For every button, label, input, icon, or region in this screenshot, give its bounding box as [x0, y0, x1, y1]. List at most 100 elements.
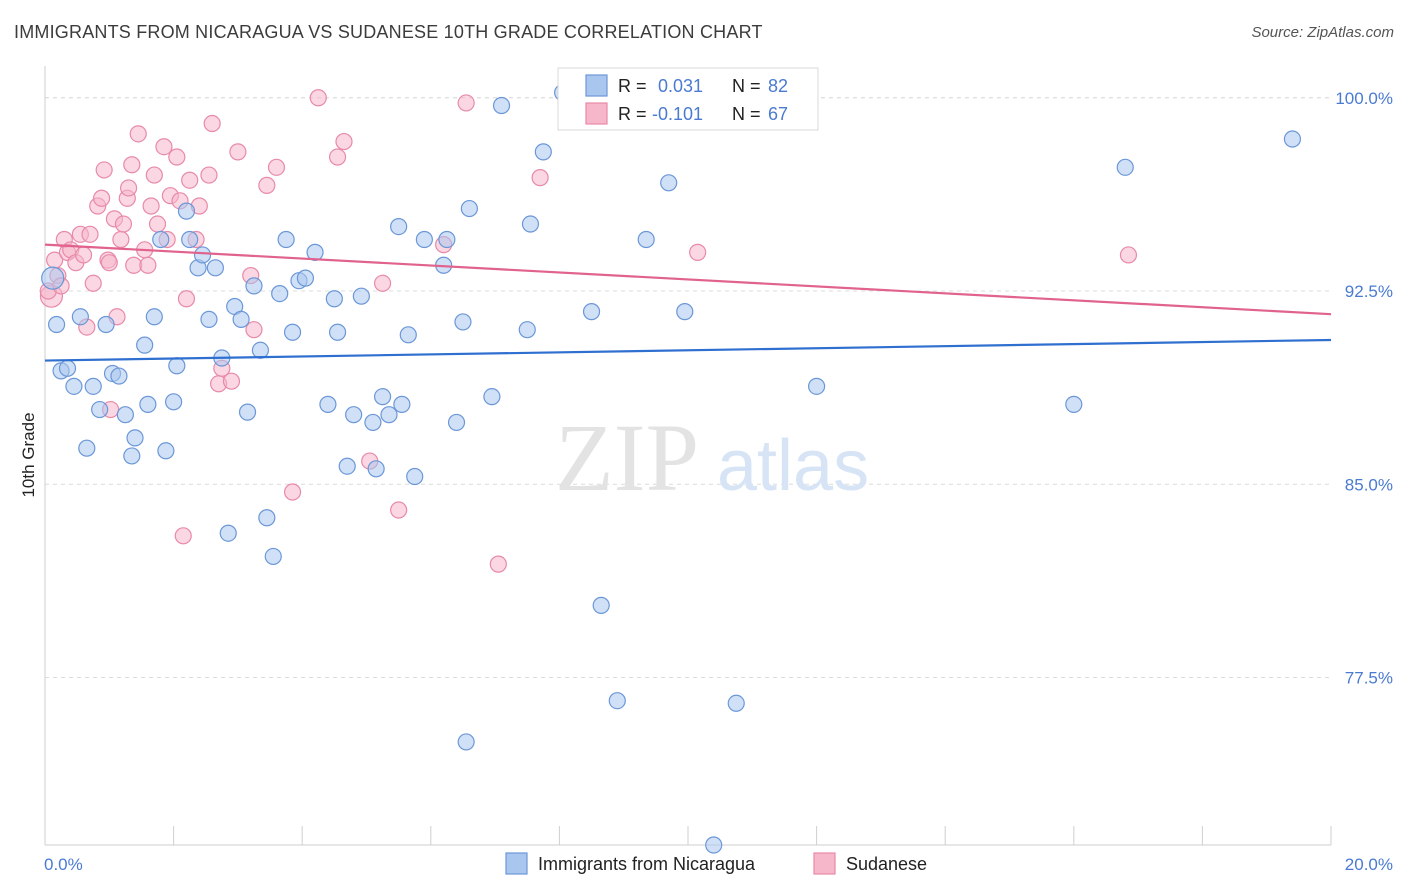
- point-sudanese-38: [181, 171, 199, 189]
- point-nicaragua-6: [78, 439, 96, 457]
- point-nicaragua-4: [65, 377, 83, 395]
- point-nicaragua-47: [345, 406, 363, 424]
- point-nicaragua-52: [380, 406, 398, 424]
- point-nicaragua-11: [110, 367, 128, 385]
- point-sudanese-46: [229, 143, 247, 161]
- point-nicaragua-7: [84, 377, 102, 395]
- point-nicaragua-18: [152, 230, 170, 249]
- chart-title: IMMIGRANTS FROM NICARAGUA VS SUDANESE 10…: [14, 22, 763, 42]
- point-nicaragua-80: [1116, 158, 1134, 176]
- bottom-legend-label-pink: Sudanese: [846, 854, 927, 874]
- legend-n-value-pink: 67: [768, 104, 788, 124]
- bottom-legend-swatch-pink: [813, 852, 836, 875]
- point-nicaragua-14: [126, 429, 144, 447]
- legend-r-value-pink: -0.101: [652, 104, 703, 124]
- point-nicaragua-65: [518, 321, 536, 339]
- point-nicaragua-5: [71, 308, 89, 326]
- point-sudanese-48: [245, 321, 263, 339]
- watermark-atlas: atlas: [717, 426, 869, 506]
- point-nicaragua-63: [483, 388, 501, 406]
- point-nicaragua-81: [1283, 130, 1302, 148]
- point-nicaragua-36: [264, 547, 282, 566]
- legend-r-value-blue: 0.031: [658, 76, 703, 96]
- point-sudanese-59: [457, 94, 475, 112]
- point-nicaragua-37: [271, 284, 289, 303]
- point-sudanese-27: [139, 256, 157, 274]
- point-sudanese-11: [84, 274, 102, 292]
- point-nicaragua-31: [232, 310, 250, 328]
- point-nicaragua-32: [238, 403, 257, 421]
- point-sudanese-34: [168, 148, 186, 166]
- point-nicaragua-13: [123, 447, 141, 465]
- point-nicaragua-45: [328, 323, 347, 341]
- point-sudanese-51: [283, 483, 302, 501]
- point-nicaragua-51: [373, 388, 392, 406]
- legend-swatch-blue: [585, 74, 608, 97]
- point-nicaragua-54: [393, 395, 411, 413]
- point-nicaragua-12: [116, 406, 134, 424]
- point-nicaragua-73: [637, 230, 655, 249]
- point-nicaragua-42: [306, 243, 324, 261]
- point-nicaragua-0: [41, 266, 65, 290]
- point-sudanese-20: [114, 215, 133, 233]
- point-nicaragua-79: [1065, 395, 1083, 413]
- legend-swatch-pink: [585, 102, 608, 125]
- point-nicaragua-44: [325, 290, 343, 308]
- point-sudanese-42: [203, 114, 221, 133]
- point-sudanese-57: [390, 501, 408, 519]
- point-nicaragua-43: [319, 395, 337, 413]
- point-sudanese-28: [142, 197, 160, 215]
- point-nicaragua-70: [592, 596, 610, 614]
- point-nicaragua-41: [296, 269, 315, 287]
- point-nicaragua-16: [139, 395, 157, 413]
- watermark-zip: ZIP: [555, 404, 699, 511]
- point-nicaragua-35: [258, 509, 276, 527]
- point-nicaragua-77: [727, 694, 745, 712]
- x-tick-labels: 0.0% 20.0%: [44, 855, 1393, 874]
- point-sudanese-41: [200, 166, 218, 184]
- point-sudanese-19: [112, 230, 130, 249]
- point-sudanese-52: [309, 89, 327, 107]
- y-tick-label-3: 100.0%: [1335, 89, 1393, 108]
- point-nicaragua-59: [438, 230, 456, 249]
- legend-r-label-pink: R =: [618, 104, 647, 124]
- point-sudanese-37: [177, 290, 196, 308]
- point-nicaragua-72: [457, 733, 475, 751]
- legend-box: R = 0.031 N = 82 R = -0.101 N = 67: [557, 67, 819, 131]
- point-sudanese-29: [145, 166, 163, 184]
- point-sudanese-60: [489, 555, 507, 573]
- point-nicaragua-39: [283, 323, 302, 341]
- legend-n-label-blue: N =: [732, 76, 761, 96]
- point-nicaragua-15: [136, 336, 154, 354]
- point-nicaragua-53: [390, 218, 408, 236]
- trend-line-nicaragua: [44, 338, 1332, 362]
- point-sudanese-66: [100, 254, 118, 272]
- point-nicaragua-56: [406, 467, 424, 486]
- point-nicaragua-34: [251, 341, 270, 359]
- point-nicaragua-1: [47, 315, 66, 334]
- point-nicaragua-49: [364, 413, 382, 432]
- point-sudanese-8: [74, 246, 93, 264]
- point-nicaragua-48: [352, 287, 370, 305]
- point-nicaragua-55: [399, 326, 417, 344]
- series-sudanese: [39, 89, 1138, 573]
- x-tick-label-1: 20.0%: [1345, 855, 1393, 874]
- point-nicaragua-21: [168, 357, 186, 375]
- point-sudanese-10: [81, 225, 99, 243]
- bottom-legend-swatch-blue: [505, 852, 528, 875]
- point-sudanese-50: [267, 158, 286, 176]
- y-tick-labels: 77.5% 85.0% 92.5% 100.0%: [1335, 89, 1393, 688]
- point-nicaragua-27: [206, 259, 224, 277]
- point-nicaragua-60: [447, 413, 466, 432]
- point-sudanese-53: [328, 148, 347, 166]
- point-nicaragua-50: [367, 460, 385, 478]
- point-sudanese-62: [689, 243, 707, 261]
- point-sudanese-23: [123, 156, 141, 174]
- point-nicaragua-38: [277, 230, 295, 249]
- point-sudanese-13: [92, 189, 111, 207]
- point-sudanese-63: [1119, 246, 1138, 264]
- point-sudanese-54: [335, 132, 353, 151]
- point-nicaragua-46: [338, 457, 356, 475]
- legend-r-label-blue: R =: [618, 76, 647, 96]
